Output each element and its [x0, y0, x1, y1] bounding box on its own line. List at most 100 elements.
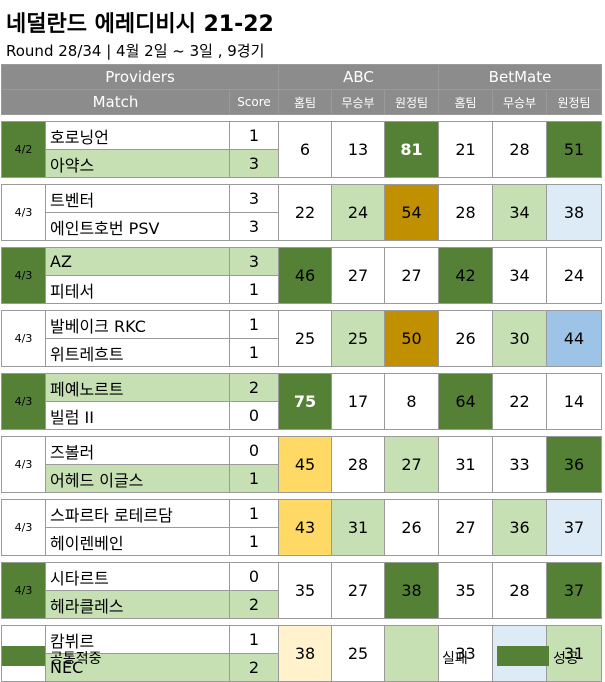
away-score: 3 [229, 212, 279, 241]
betmate-home-prob: 27 [438, 499, 493, 556]
betmate-home-prob: 21 [438, 121, 493, 178]
match-row-home: 4/2 호로닝언 1 6 13 81 21 28 51 [1, 121, 602, 178]
abc-home-prob: 22 [278, 184, 332, 241]
home-score: 0 [229, 436, 279, 465]
abc-draw-prob: 28 [331, 436, 385, 493]
match-date: 4/3 [1, 436, 46, 493]
betmate-draw-prob: 30 [492, 310, 547, 367]
abc-home-prob: 38 [278, 625, 332, 682]
legend-success-label: 성공 [553, 651, 579, 667]
away-score: 3 [229, 149, 279, 178]
betmate-draw-prob: 22 [492, 373, 547, 430]
abc-home-prob: 45 [278, 436, 332, 493]
header-row-providers: Providers ABC BetMate [1, 64, 602, 90]
match-row-away: 헤라클레스 2 [2, 590, 602, 619]
betmate-away-prob: 37 [546, 499, 602, 556]
page-title: 네덜란드 에레디비시 21-22 [6, 12, 274, 37]
match-row-away: 빌럼 II 0 [2, 401, 602, 430]
away-team: 아약스 [45, 149, 230, 178]
home-team: 즈볼러 [45, 436, 230, 465]
betmate-away-prob: 37 [546, 562, 602, 619]
abc-home-prob: 35 [278, 562, 332, 619]
match-date: 4/2 [1, 121, 46, 178]
betmate-draw-prob: 28 [492, 121, 547, 178]
abc-draw-prob: 25 [331, 310, 385, 367]
away-score: 1 [229, 464, 279, 493]
away-team: 어헤드 이글스 [45, 464, 230, 493]
away-team: 헤라클레스 [45, 590, 230, 619]
away-score: 2 [229, 590, 279, 619]
abc-home-prob: 25 [278, 310, 332, 367]
round-subtitle: Round 28/34 | 4월 2일 ~ 3일 , 9경기 [6, 42, 265, 60]
abc-away-prob: 50 [384, 310, 439, 367]
provider-betmate-header: BetMate [438, 64, 602, 90]
abc-away-prob: 26 [384, 499, 439, 556]
betmate-home-prob: 64 [438, 373, 493, 430]
abc-draw-prob: 31 [331, 499, 385, 556]
abc-home-prob: 43 [278, 499, 332, 556]
away-score: 0 [229, 401, 279, 430]
abc-draw-prob: 25 [331, 625, 385, 682]
match-row-away: 어헤드 이글스 1 [2, 464, 602, 493]
home-score: 3 [229, 247, 279, 276]
match-row-home: 4/3 시타르트 0 35 27 38 35 28 37 [1, 562, 602, 619]
betmate-home-prob: 26 [438, 310, 493, 367]
betmate-home-prob: 42 [438, 247, 493, 304]
abc-draw-prob: 13 [331, 121, 385, 178]
away-score: 1 [229, 527, 279, 556]
betmate-away-prob: 44 [546, 310, 602, 367]
betmate-home-prob: 28 [438, 184, 493, 241]
match-date: 4/3 [1, 184, 46, 241]
abc-draw-prob: 27 [331, 562, 385, 619]
betmate-away-prob: 36 [546, 436, 602, 493]
providers-header: Providers [1, 64, 279, 90]
match-row-home: 4/3 트벤터 3 22 24 54 28 34 38 [1, 184, 602, 241]
abc-home-prob: 6 [278, 121, 332, 178]
home-team: 스파르타 로테르담 [45, 499, 230, 528]
betmate-away-header: 원정팀 [546, 89, 602, 115]
betmate-draw-header: 무승부 [492, 89, 547, 115]
betmate-draw-prob: 34 [492, 184, 547, 241]
match-date: 4/3 [1, 562, 46, 619]
away-team: 헤이렌베인 [45, 527, 230, 556]
score-header: Score [229, 89, 279, 115]
match-date: 4/3 [1, 310, 46, 367]
away-team: 위트레흐트 [45, 338, 230, 367]
home-score: 3 [229, 184, 279, 213]
match-row-away: 아약스 3 [2, 149, 602, 178]
prediction-table: Providers ABC BetMate Match Score 홈팀 무승부… [1, 64, 602, 682]
abc-draw-header: 무승부 [331, 89, 385, 115]
match-row-home: 4/3 즈볼러 0 45 28 27 31 33 36 [1, 436, 602, 493]
abc-home-header: 홈팀 [278, 89, 332, 115]
home-team: 호로닝언 [45, 121, 230, 150]
match-row-away: 위트레흐트 1 [2, 338, 602, 367]
away-team: 피테서 [45, 275, 230, 304]
match-row-home: 4/3 AZ 3 46 27 27 42 34 24 [1, 247, 602, 304]
betmate-draw-prob: 34 [492, 247, 547, 304]
home-score: 1 [229, 625, 279, 654]
legend-common-label: 공통적중 [50, 651, 102, 667]
abc-away-prob: 27 [384, 247, 439, 304]
home-team: 발베이크 RKC [45, 310, 230, 339]
abc-away-prob: 81 [384, 121, 439, 178]
home-score: 1 [229, 121, 279, 150]
match-date: 4/3 [1, 373, 46, 430]
abc-home-prob: 75 [278, 373, 332, 430]
home-score: 2 [229, 373, 279, 402]
abc-away-prob: 54 [384, 184, 439, 241]
header-row-columns: Match Score 홈팀 무승부 원정팀 홈팀 무승부 원정팀 [1, 89, 602, 115]
match-date: 4/3 [1, 499, 46, 556]
abc-away-prob: 27 [384, 436, 439, 493]
match-row-away: 피테서 1 [2, 275, 602, 304]
home-team: 캄뷔르 [45, 625, 230, 654]
away-team: 에인트호번 PSV [45, 212, 230, 241]
abc-away-prob: 8 [384, 373, 439, 430]
betmate-away-prob: 24 [546, 247, 602, 304]
betmate-home-prob: 35 [438, 562, 493, 619]
betmate-draw-prob: 36 [492, 499, 547, 556]
match-date: 4/3 [1, 247, 46, 304]
match-row-away: 에인트호번 PSV 3 [2, 212, 602, 241]
home-score: 0 [229, 562, 279, 591]
away-score: 1 [229, 338, 279, 367]
match-row-away: 헤이렌베인 1 [2, 527, 602, 556]
